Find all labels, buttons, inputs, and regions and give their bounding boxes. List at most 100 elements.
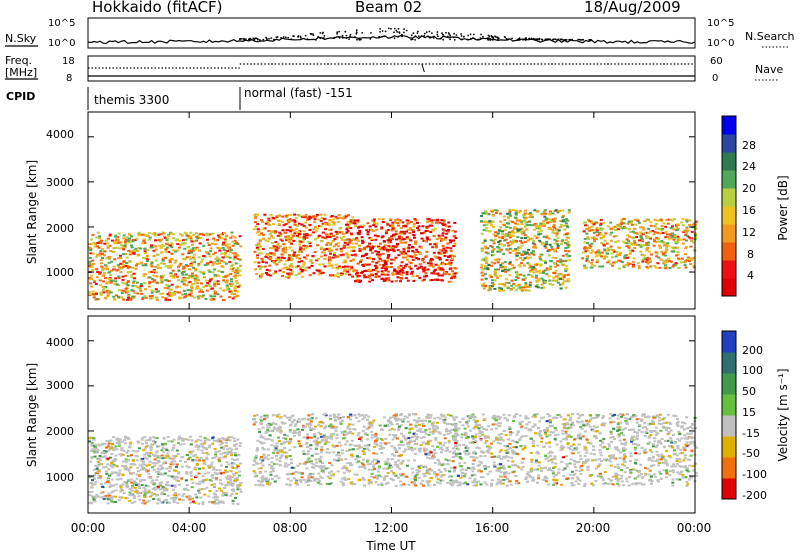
echo-cell <box>162 437 166 440</box>
echo-cell <box>164 279 168 282</box>
echo-cell <box>104 277 107 280</box>
echo-cell <box>643 257 647 259</box>
echo-cell <box>97 237 101 240</box>
echo-cell <box>252 228 256 231</box>
echo-cell <box>599 255 603 258</box>
echo-cell <box>215 496 219 499</box>
echo-cell <box>509 240 513 243</box>
echo-cell <box>345 231 349 234</box>
nsky-point <box>552 38 554 41</box>
echo-cell <box>361 241 365 243</box>
echo-cell <box>128 252 132 254</box>
echo-cell <box>88 491 92 493</box>
echo-cell <box>321 251 325 254</box>
echo-cell <box>391 221 395 224</box>
echo-cell <box>499 264 503 267</box>
echo-cell <box>238 235 242 238</box>
echo-cell <box>255 231 259 234</box>
echo-cell <box>129 250 133 253</box>
echo-cell <box>166 452 170 455</box>
echo-cell <box>337 214 341 216</box>
echo-cell <box>96 472 100 474</box>
echo-cell <box>127 241 131 244</box>
echo-cell <box>174 259 178 262</box>
echo-cell <box>88 476 92 479</box>
echo-cell <box>173 485 177 488</box>
echo-cell <box>564 247 568 249</box>
echo-cell <box>96 460 100 463</box>
echo-cell <box>149 443 153 446</box>
echo-cell <box>548 210 552 213</box>
echo-cell <box>396 276 400 279</box>
echo-cell <box>318 271 322 274</box>
echo-cell <box>181 267 185 270</box>
echo-cell <box>540 286 544 289</box>
echo-cell <box>533 245 537 248</box>
echo-cell <box>219 287 222 290</box>
echo-cell <box>516 236 520 239</box>
echo-cell <box>216 234 220 237</box>
echo-cell <box>620 221 624 224</box>
echo-cell <box>159 279 163 282</box>
echo-cell <box>559 259 563 262</box>
echo-cell <box>368 225 372 228</box>
echo-cell <box>599 227 603 230</box>
echo-cell <box>325 248 329 250</box>
echo-cell <box>483 267 487 270</box>
echo-cell <box>374 276 378 278</box>
echo-cell <box>381 272 385 275</box>
echo-cell <box>90 243 94 246</box>
echo-cell <box>91 290 95 293</box>
echo-cell <box>127 271 131 274</box>
echo-cell <box>133 486 137 489</box>
nsky-point <box>522 38 524 41</box>
echo-cell <box>346 254 350 256</box>
echo-cell <box>138 262 141 265</box>
echo-cell <box>193 466 197 469</box>
echo-cell <box>555 240 559 243</box>
echo-cell <box>566 232 569 235</box>
echo-cell <box>409 221 413 223</box>
echo-cell <box>122 248 126 251</box>
echo-cell <box>189 248 193 251</box>
echo-cell <box>359 260 363 263</box>
echo-cell <box>144 252 147 254</box>
echo-cell <box>154 245 158 248</box>
echo-cell <box>491 250 494 253</box>
echo-cell <box>204 447 208 450</box>
echo-cell <box>522 286 526 289</box>
echo-cell <box>106 281 110 284</box>
echo-cell <box>374 272 378 275</box>
echo-cell <box>150 270 154 273</box>
echo-cell <box>125 451 129 454</box>
echo-cell <box>398 237 402 240</box>
echo-cell <box>205 263 209 266</box>
echo-cell <box>210 480 214 482</box>
nsky-point <box>518 38 521 41</box>
echo-cell <box>284 246 287 249</box>
echo-cell <box>349 232 353 235</box>
echo-cell <box>88 243 92 245</box>
echo-cell <box>365 269 369 272</box>
echo-cell <box>485 227 489 230</box>
echo-cell <box>99 293 103 296</box>
echo-cell <box>417 266 421 269</box>
echo-cell <box>122 234 126 237</box>
echo-cell <box>236 488 240 491</box>
echo-cell <box>175 449 179 452</box>
echo-cell <box>180 465 184 468</box>
echo-cell <box>162 451 166 454</box>
echo-cell <box>216 280 220 283</box>
echo-cell <box>393 269 397 272</box>
echo-cell <box>337 221 341 223</box>
nsky-point <box>557 38 560 41</box>
echo-cell <box>141 466 144 469</box>
echo-cell <box>351 275 354 278</box>
echo-cell <box>283 231 287 234</box>
echo-cell <box>319 225 323 228</box>
echo-cell <box>549 266 553 269</box>
echo-cell <box>277 256 281 259</box>
echo-cell <box>485 223 489 226</box>
echo-cell <box>407 250 410 253</box>
echo-cell <box>206 464 210 467</box>
